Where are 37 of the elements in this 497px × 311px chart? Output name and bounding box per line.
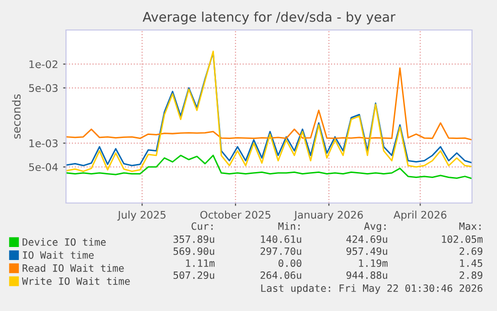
x-tick-label: July 2025: [117, 210, 166, 221]
text: 1.19m: [359, 259, 388, 267]
text: 944.88u: [346, 271, 388, 279]
legend-label: Write IO Wait time: [22, 277, 130, 285]
line-series: [66, 154, 472, 179]
y-axis-title: seconds: [12, 94, 21, 139]
text: 264.06u: [260, 271, 302, 279]
text: 2.69: [460, 247, 482, 255]
text: Min:: [278, 222, 300, 230]
legend-label: Read IO Wait time: [22, 264, 124, 272]
line-series: [66, 67, 472, 140]
text: 357.89u: [174, 235, 214, 243]
text: 957.49u: [346, 247, 388, 255]
chart-title: Average latency for /dev/sda - by year: [142, 12, 396, 24]
text: Max:: [459, 222, 481, 230]
text: Cur:: [192, 222, 213, 230]
text: 140.61u: [261, 235, 302, 243]
text: 569.90u: [174, 247, 214, 255]
y-tick-label: 5e-03: [29, 84, 58, 92]
text: 507.29u: [174, 271, 214, 279]
text: 2.89: [460, 271, 482, 279]
x-tick-label: January 2026: [294, 210, 363, 221]
x-tick-label: October 2025: [200, 210, 270, 219]
legend-label: IO Wait time: [22, 251, 94, 259]
text: 0.00: [278, 259, 302, 267]
y-tick-label: 5e-04: [29, 163, 58, 172]
text: 297.70u: [260, 247, 302, 255]
y-tick-label: 1e-03: [29, 139, 58, 148]
text: Avg:: [364, 222, 386, 232]
text: 1.11m: [186, 259, 215, 267]
y-tick-label: 1e-02: [29, 60, 58, 68]
text: Last update: Fri May 22 01:30:46 2026: [261, 284, 482, 294]
legend-label: Device IO time: [22, 238, 106, 246]
text: 424.69u: [346, 235, 388, 243]
x-tick-label: April 2026: [394, 210, 446, 221]
text: 1.45: [460, 259, 482, 267]
text: 102.05m: [442, 235, 483, 243]
